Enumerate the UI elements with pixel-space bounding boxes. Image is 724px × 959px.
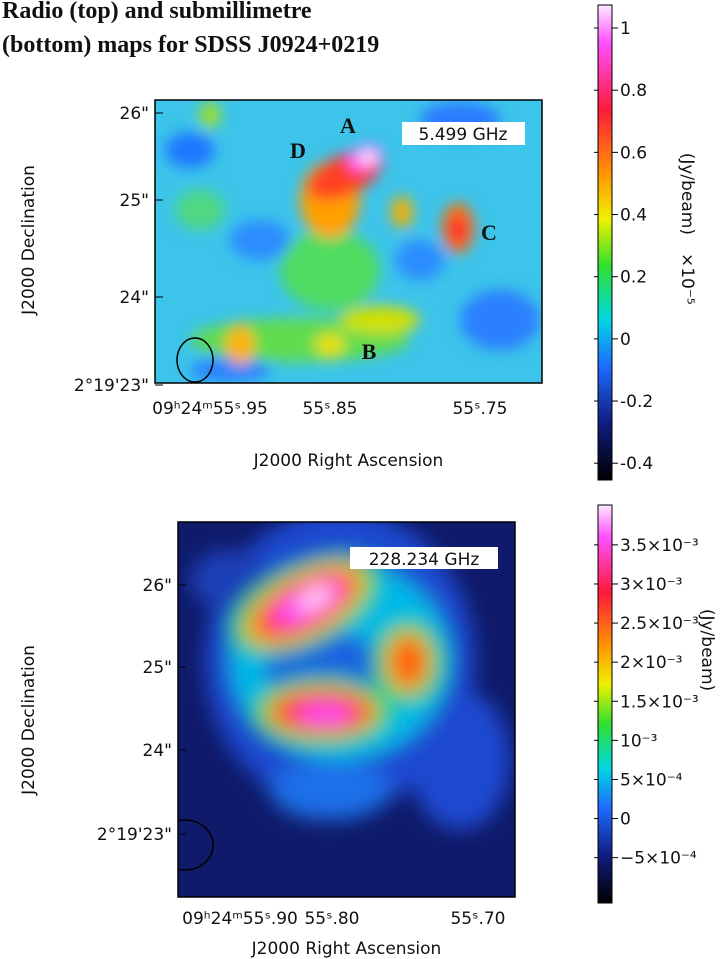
x-axis-label: J2000 Right Ascension (251, 939, 442, 959)
radio-map (155, 100, 542, 383)
label-box (350, 547, 498, 569)
x-tick-label: 55ˢ.80 (304, 909, 359, 929)
colorbar-scale: ×10⁻⁵ (677, 253, 697, 305)
y-tick-label: 25" (120, 191, 149, 211)
colorbar-tick-label: -0.2 (620, 392, 653, 412)
colorbar-tick-label: 0.4 (620, 206, 647, 226)
source-label: A (340, 113, 356, 138)
frequency-label: 228.234 GHz (369, 550, 480, 570)
label-box (402, 122, 525, 145)
source-label: D (290, 138, 306, 163)
x-tick-label: 09ʰ24ᵐ55ˢ.95 (152, 399, 268, 419)
colorbar-tick-label: 3×10⁻³ (620, 575, 682, 595)
y-tick-label: 2°19'23" (97, 825, 172, 845)
title-line: Radio (top) and submillimetre (2, 0, 312, 24)
colorbar-tick-label: 2.5×10⁻³ (620, 614, 699, 634)
colorbar-tick-label: 0.6 (620, 143, 647, 163)
y-tick-label: 26" (120, 104, 149, 124)
colorbar-tick-label: 0.2 (620, 268, 647, 288)
y-tick-label: 26" (143, 576, 172, 596)
x-tick-label: 55ˢ.75 (452, 399, 507, 419)
x-tick-label: 55ˢ.85 (302, 399, 357, 419)
colorbar-tick-label: 0 (620, 330, 631, 350)
x-axis-label: J2000 Right Ascension (253, 451, 444, 471)
map-frame (154, 99, 543, 384)
x-tick-label: 09ʰ24ᵐ55ˢ.90 (182, 909, 298, 929)
y-tick-label: 25" (143, 658, 172, 678)
y-tick-label: 24" (120, 288, 149, 308)
y-axis-label: J2000 Declination (19, 165, 39, 316)
colorbar-tick-label: 5×10⁻⁴ (620, 770, 683, 790)
colorbar (597, 504, 613, 904)
colorbar-tick-label: -0.4 (620, 454, 653, 474)
y-axis-label: J2000 Declination (19, 645, 39, 796)
colorbar-tick-label: −5×10⁻⁴ (620, 849, 697, 869)
colorbar-label: (Jy/beam) (677, 153, 697, 235)
map-frame (177, 521, 516, 898)
colorbar (597, 4, 613, 481)
colorbar-tick-label: 10⁻³ (620, 731, 657, 751)
source-label: B (362, 339, 377, 364)
x-tick-label: 55ˢ.70 (450, 909, 505, 929)
y-tick-label: 24" (143, 741, 172, 761)
frequency-label: 5.499 GHz (419, 125, 508, 145)
submm-map (178, 522, 515, 897)
colorbar-label: (Jy/beam) (697, 609, 717, 691)
colorbar-tick-label: 2×10⁻³ (620, 653, 682, 673)
colorbar-tick-label: 0.8 (620, 81, 647, 101)
y-tick-label: 2°19'23" (74, 376, 149, 396)
source-label: C (481, 220, 497, 245)
title-line: (bottom) maps for SDSS J0924+0219 (2, 32, 379, 58)
colorbar-tick-label: 1 (620, 19, 631, 39)
colorbar-tick-label: 0 (620, 810, 631, 830)
colorbar-tick-label: 1.5×10⁻³ (620, 692, 699, 712)
colorbar-tick-label: 3.5×10⁻³ (620, 536, 699, 556)
